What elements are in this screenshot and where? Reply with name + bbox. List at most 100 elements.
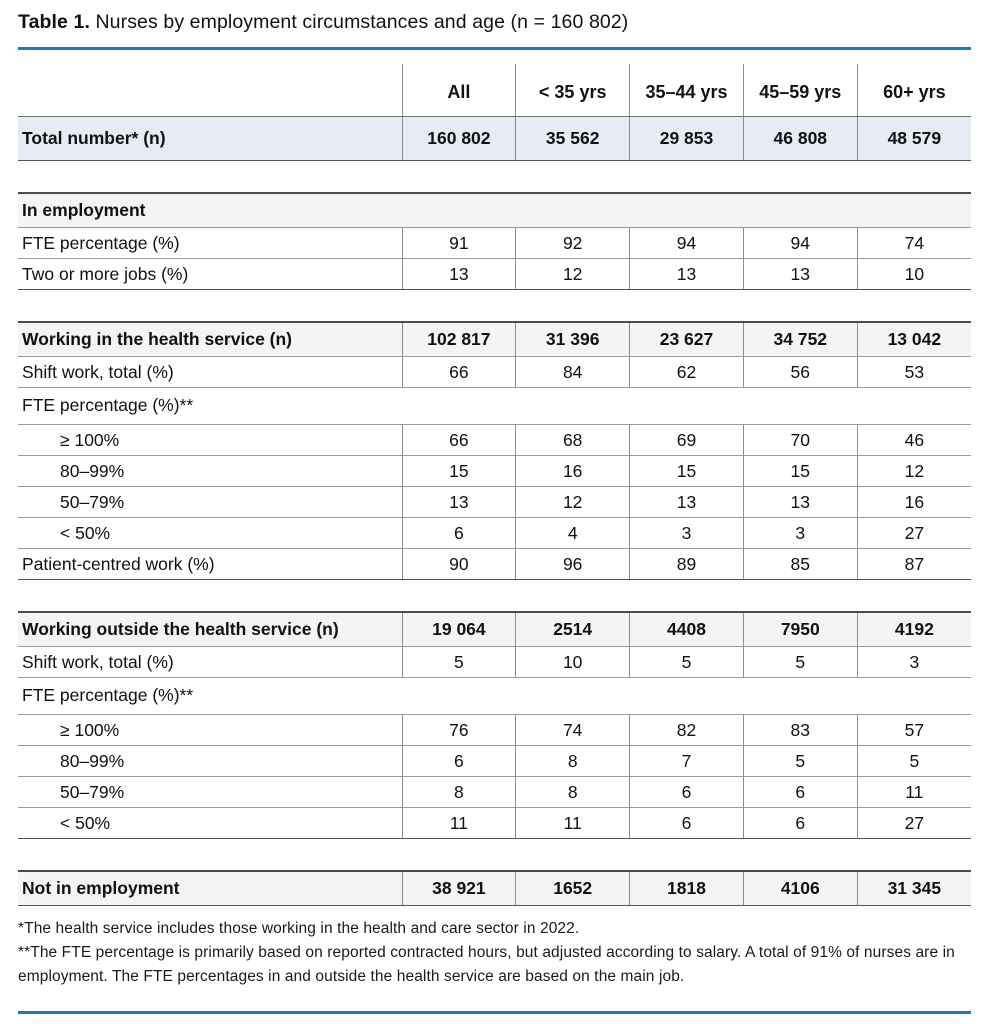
cell-value: 13 bbox=[629, 258, 744, 290]
table-block-1: In employment FTE percentage (%) 91 92 94 94 7… bbox=[18, 192, 972, 290]
cell-value: 6 bbox=[742, 807, 858, 839]
cell-value: 15 bbox=[742, 455, 858, 487]
footnote-1: *The health service includes those worki… bbox=[18, 920, 580, 937]
row-label: Not in employment bbox=[18, 870, 402, 906]
cell-value: 8 bbox=[515, 776, 630, 808]
cell-value: 82 bbox=[629, 714, 744, 746]
cell-value: 6 bbox=[401, 517, 516, 549]
cell-value: 12 bbox=[515, 486, 630, 518]
cell-value: 5 bbox=[742, 745, 858, 777]
cell-value: 46 bbox=[856, 424, 971, 456]
cell-value: 15 bbox=[401, 455, 516, 487]
table-row-data-indent: < 50% 11 11 6 6 27 bbox=[18, 807, 971, 839]
table-title-prefix: Table 1. bbox=[18, 11, 90, 33]
footnotes: *The health service includes those worki… bbox=[18, 917, 971, 989]
cell-value: 96 bbox=[515, 548, 630, 580]
cell-value: 102 817 bbox=[401, 321, 516, 357]
column-header: < 35 yrs bbox=[515, 64, 630, 117]
cell-value: 6 bbox=[629, 807, 744, 839]
cell-value: 4106 bbox=[742, 870, 858, 906]
table-row-data-indent: 80–99% 15 16 15 15 12 bbox=[18, 455, 971, 487]
cell-value: 5 bbox=[629, 646, 744, 678]
cell-value: 27 bbox=[856, 517, 971, 549]
table-row-data: Two or more jobs (%) 13 12 13 13 10 bbox=[18, 258, 972, 290]
cell-value: 94 bbox=[629, 227, 744, 259]
cell-value: 31 396 bbox=[515, 321, 630, 357]
cell-value: 19 064 bbox=[401, 611, 516, 647]
table-row-section-values: Working in the health service (n) 102 817… bbox=[18, 321, 971, 357]
cell-value: 90 bbox=[401, 548, 516, 580]
top-rule bbox=[18, 47, 971, 50]
row-label: Shift work, total (%) bbox=[18, 356, 402, 388]
cell-value: 68 bbox=[515, 424, 630, 456]
cell-value: 69 bbox=[629, 424, 744, 456]
row-label: ≥ 100% bbox=[18, 714, 402, 746]
cell-value: 3 bbox=[629, 517, 744, 549]
cell-value: 94 bbox=[742, 227, 858, 259]
cell-value: 4408 bbox=[629, 611, 744, 647]
cell-value: 10 bbox=[515, 646, 630, 678]
table-block-2: Working in the health service (n) 102 817… bbox=[18, 321, 971, 580]
column-header-row: All < 35 yrs 35–44 yrs 45–59 yrs 60+ yrs bbox=[18, 64, 971, 117]
row-label: Shift work, total (%) bbox=[18, 646, 402, 678]
cell-value: 5 bbox=[856, 745, 971, 777]
row-label: < 50% bbox=[18, 517, 402, 549]
cell-value: 8 bbox=[515, 745, 630, 777]
table-row-data: Shift work, total (%) 5 10 5 5 3 bbox=[18, 646, 971, 678]
table-row-data-indent: 50–79% 13 12 13 13 16 bbox=[18, 486, 971, 518]
table-block-0: All < 35 yrs 35–44 yrs 45–59 yrs 60+ yrs Tota… bbox=[18, 64, 971, 161]
cell-value: 23 627 bbox=[629, 321, 744, 357]
table-block-4: Not in employment 38 921 1652 1818 4106 31 34… bbox=[18, 870, 971, 906]
cell-value: 16 bbox=[515, 455, 630, 487]
cell-value: 92 bbox=[515, 227, 630, 259]
cell-value: 84 bbox=[515, 356, 630, 388]
cell-value: 10 bbox=[856, 258, 972, 290]
cell-value: 13 042 bbox=[856, 321, 971, 357]
cell-value: 7 bbox=[629, 745, 744, 777]
cell-value: 160 802 bbox=[401, 116, 516, 161]
cell-value: 7950 bbox=[742, 611, 858, 647]
cell-value: 11 bbox=[515, 807, 630, 839]
cell-value: 13 bbox=[401, 486, 516, 518]
cell-value: 11 bbox=[856, 776, 971, 808]
cell-value: 1652 bbox=[515, 870, 630, 906]
table-container: All < 35 yrs 35–44 yrs 45–59 yrs 60+ yrs Tota… bbox=[18, 64, 972, 906]
cell-value: 13 bbox=[401, 258, 516, 290]
cell-value: 13 bbox=[629, 486, 744, 518]
cell-value: 85 bbox=[742, 548, 858, 580]
column-header: All bbox=[401, 64, 516, 117]
row-label: Working in the health service (n) bbox=[18, 321, 402, 357]
cell-value: 57 bbox=[856, 714, 971, 746]
footnote-2: **The FTE percentage is primarily based … bbox=[18, 944, 955, 985]
cell-value: 46 808 bbox=[742, 116, 858, 161]
cell-value: 27 bbox=[856, 807, 971, 839]
table-row-span: FTE percentage (%)** bbox=[18, 387, 971, 425]
cell-value: 66 bbox=[401, 356, 516, 388]
table-row-data-indent: ≥ 100% 66 68 69 70 46 bbox=[18, 424, 971, 456]
cell-value: 12 bbox=[515, 258, 630, 290]
cell-value: 34 752 bbox=[742, 321, 858, 357]
cell-value: 70 bbox=[742, 424, 858, 456]
cell-value: 3 bbox=[742, 517, 858, 549]
table-row-section-values: Working outside the health service (n) 19… bbox=[18, 611, 971, 647]
cell-value: 74 bbox=[515, 714, 630, 746]
cell-value: 4 bbox=[515, 517, 630, 549]
cell-value: 11 bbox=[401, 807, 516, 839]
table-row-data-indent: < 50% 6 4 3 3 27 bbox=[18, 517, 971, 549]
cell-value: 2514 bbox=[515, 611, 630, 647]
table-row-section: In employment bbox=[18, 192, 972, 228]
cell-value: 83 bbox=[742, 714, 858, 746]
cell-value: 87 bbox=[856, 548, 971, 580]
table-row-section-values: Not in employment 38 921 1652 1818 4106 31 34… bbox=[18, 870, 971, 906]
table-row-total: Total number* (n) 160 802 35 562 29 853 46 8… bbox=[18, 116, 971, 161]
cell-value: 13 bbox=[742, 258, 858, 290]
cell-value: 1818 bbox=[629, 870, 744, 906]
row-label: 50–79% bbox=[18, 776, 402, 808]
cell-value: 35 562 bbox=[515, 116, 630, 161]
bottom-rule bbox=[18, 1011, 971, 1014]
cell-value: 29 853 bbox=[629, 116, 744, 161]
span-row-label: FTE percentage (%)** bbox=[18, 677, 971, 715]
table-block-3: Working outside the health service (n) 19… bbox=[18, 611, 971, 839]
table-row-data: Patient-centred work (%) 90 96 89 85 87 bbox=[18, 548, 971, 580]
